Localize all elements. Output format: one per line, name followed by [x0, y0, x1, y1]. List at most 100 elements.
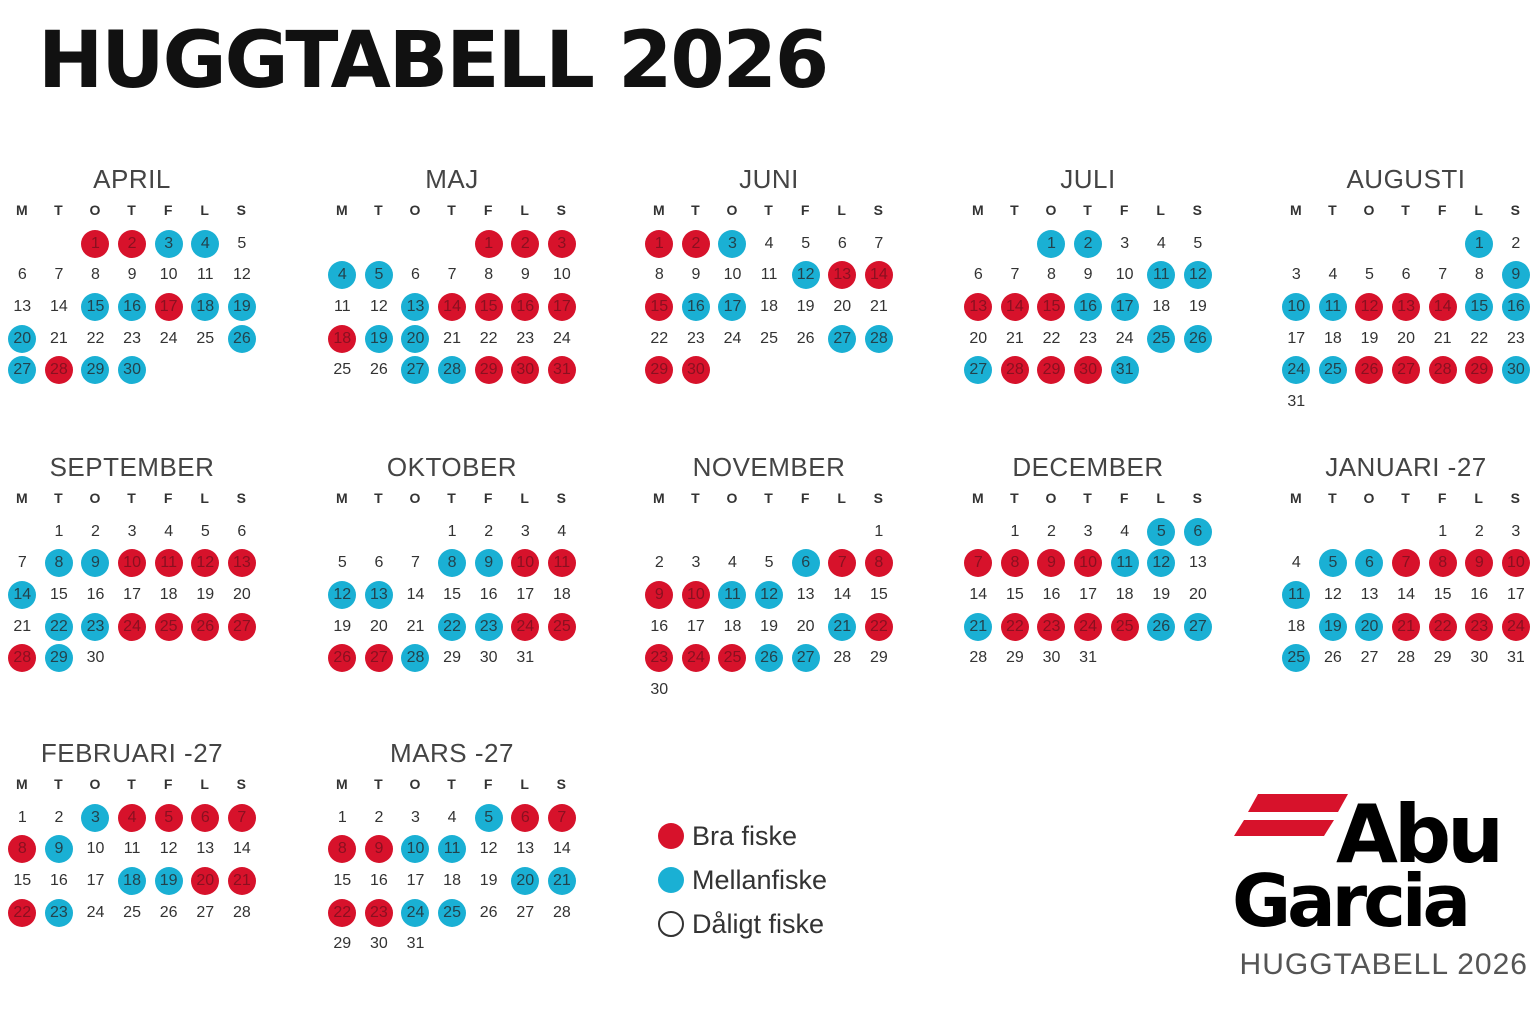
day-cell: 7 [4, 548, 41, 580]
day-number: 12 [791, 261, 820, 290]
month-title: MARS -27 [390, 738, 514, 768]
day-number: 24 [511, 612, 540, 641]
day-cell: 9 [1033, 548, 1070, 580]
day-cell: 17 [114, 579, 151, 611]
day-cell: 25 [1143, 323, 1180, 355]
month-title: AUGUSTI [1346, 164, 1466, 194]
month-calendar: JUNI M T O T F L S 1 2 3 4 5 6 7 8 9 10 11 12 13 14 15 16 17 18 19… [641, 162, 897, 386]
red-dot-icon [658, 823, 684, 849]
empty-cell [397, 516, 434, 548]
day-grid: 1 2 3 4 5 6 7 8 9 10 11 12 13 14 15 16 17 18 19 20 21 22 23 24 2… [641, 516, 897, 706]
day-number: 14 [232, 840, 251, 858]
day-number: 10 [86, 840, 105, 858]
day-number: 2 [511, 229, 540, 258]
day-cell: 13 [397, 291, 434, 323]
day-number: 21 [443, 329, 461, 347]
day-cell: 24 [1106, 323, 1143, 355]
weekday-label: T [127, 490, 137, 506]
day-number: 31 [547, 356, 576, 385]
day-number: 7 [1438, 266, 1448, 284]
day-number: 15 [443, 585, 461, 603]
day-number: 3 [691, 554, 701, 572]
weekday-label: T [374, 202, 384, 218]
footer-title: HUGGTABELL 2026 [1239, 948, 1528, 981]
day-number: 2 [681, 229, 710, 258]
day-cell: 4 [150, 516, 187, 548]
day-number: 6 [1401, 266, 1411, 284]
day-number: 16 [1074, 292, 1103, 321]
day-number: 10 [1115, 266, 1134, 284]
day-number: 4 [328, 261, 357, 290]
day-number: 13 [1360, 585, 1379, 603]
day-number: 24 [723, 329, 742, 347]
day-number: 24 [552, 329, 571, 347]
day-number: 19 [1318, 612, 1347, 641]
weekday-label: S [236, 202, 247, 218]
day-number: 8 [864, 549, 893, 578]
day-cell: 29 [41, 642, 78, 674]
day-cell: 20 [960, 323, 997, 355]
day-cell: 18 [751, 291, 788, 323]
day-number: 15 [1037, 292, 1066, 321]
day-number: 27 [964, 356, 993, 385]
day-cell: 27 [224, 611, 261, 643]
day-cell: 5 [470, 802, 507, 834]
weekday-label: O [1363, 490, 1376, 506]
day-cell: 25 [1315, 354, 1352, 386]
day-cell: 27 [787, 642, 824, 674]
month-calendar: NOVEMBER M T O T F L S 1 2 3 4 5 6 7 8 9 10 11 12 13 14 15 16 17… [641, 450, 897, 706]
day-number: 5 [1365, 266, 1374, 284]
day-number: 3 [1291, 266, 1301, 284]
day-cell: 15 [324, 865, 361, 897]
day-number: 22 [1428, 612, 1457, 641]
day-cell: 18 [434, 865, 471, 897]
day-cell: 21 [434, 323, 471, 355]
day-cell: 6 [224, 516, 261, 548]
day-cell: 26 [1351, 354, 1388, 386]
day-number: 10 [1282, 292, 1311, 321]
day-grid: 1 2 3 4 5 6 7 8 9 10 11 12 13 14 15 16 17 18 19 20 21 22 23 24 2… [324, 802, 580, 960]
day-number: 13 [1392, 292, 1421, 321]
weekday-label: S [236, 776, 247, 792]
day-number: 24 [86, 903, 105, 921]
day-number: 23 [1465, 612, 1494, 641]
day-cell: 18 [187, 291, 224, 323]
day-number: 29 [1005, 649, 1024, 667]
empty-cell [324, 228, 361, 260]
day-cell: 15 [4, 865, 41, 897]
day-number: 29 [443, 649, 461, 667]
weekday-label: O [409, 776, 422, 792]
day-cell: 14 [4, 579, 41, 611]
day-number: 31 [1506, 649, 1525, 667]
day-number: 11 [1318, 292, 1347, 321]
day-number: 7 [411, 554, 420, 572]
day-cell: 6 [1351, 548, 1388, 580]
legend-label: Dåligt fiske [692, 908, 825, 939]
weekday-label: O [726, 202, 739, 218]
day-cell: 6 [824, 228, 861, 260]
day-cell: 25 [1278, 642, 1315, 674]
abu-garcia-logo: Abu Garcia [1232, 790, 1504, 930]
day-cell: 27 [4, 354, 41, 386]
day-cell: 30 [1461, 642, 1498, 674]
day-number: 28 [969, 649, 988, 667]
day-number: 31 [406, 935, 425, 953]
weekday-label: F [1437, 202, 1448, 218]
day-cell: 17 [544, 291, 581, 323]
day-number: 25 [1318, 356, 1347, 385]
day-cell: 19 [751, 611, 788, 643]
day-number: 19 [1360, 329, 1379, 347]
day-cell: 12 [150, 834, 187, 866]
day-cell: 3 [1278, 260, 1315, 292]
day-cell: 25 [434, 897, 471, 929]
day-cell: 24 [678, 642, 715, 674]
day-cell: 24 [397, 897, 434, 929]
day-cell: 18 [714, 611, 751, 643]
day-cell: 2 [678, 228, 715, 260]
month-calendar: FEBRUARI -27 M T O T F L S 1 2 3 4 5 6 7 8 9 10 11 12 13 14 15… [4, 736, 260, 928]
day-cell: 1 [470, 228, 507, 260]
day-number: 26 [159, 903, 178, 921]
day-number: 9 [474, 549, 503, 578]
day-number: 13 [516, 840, 535, 858]
